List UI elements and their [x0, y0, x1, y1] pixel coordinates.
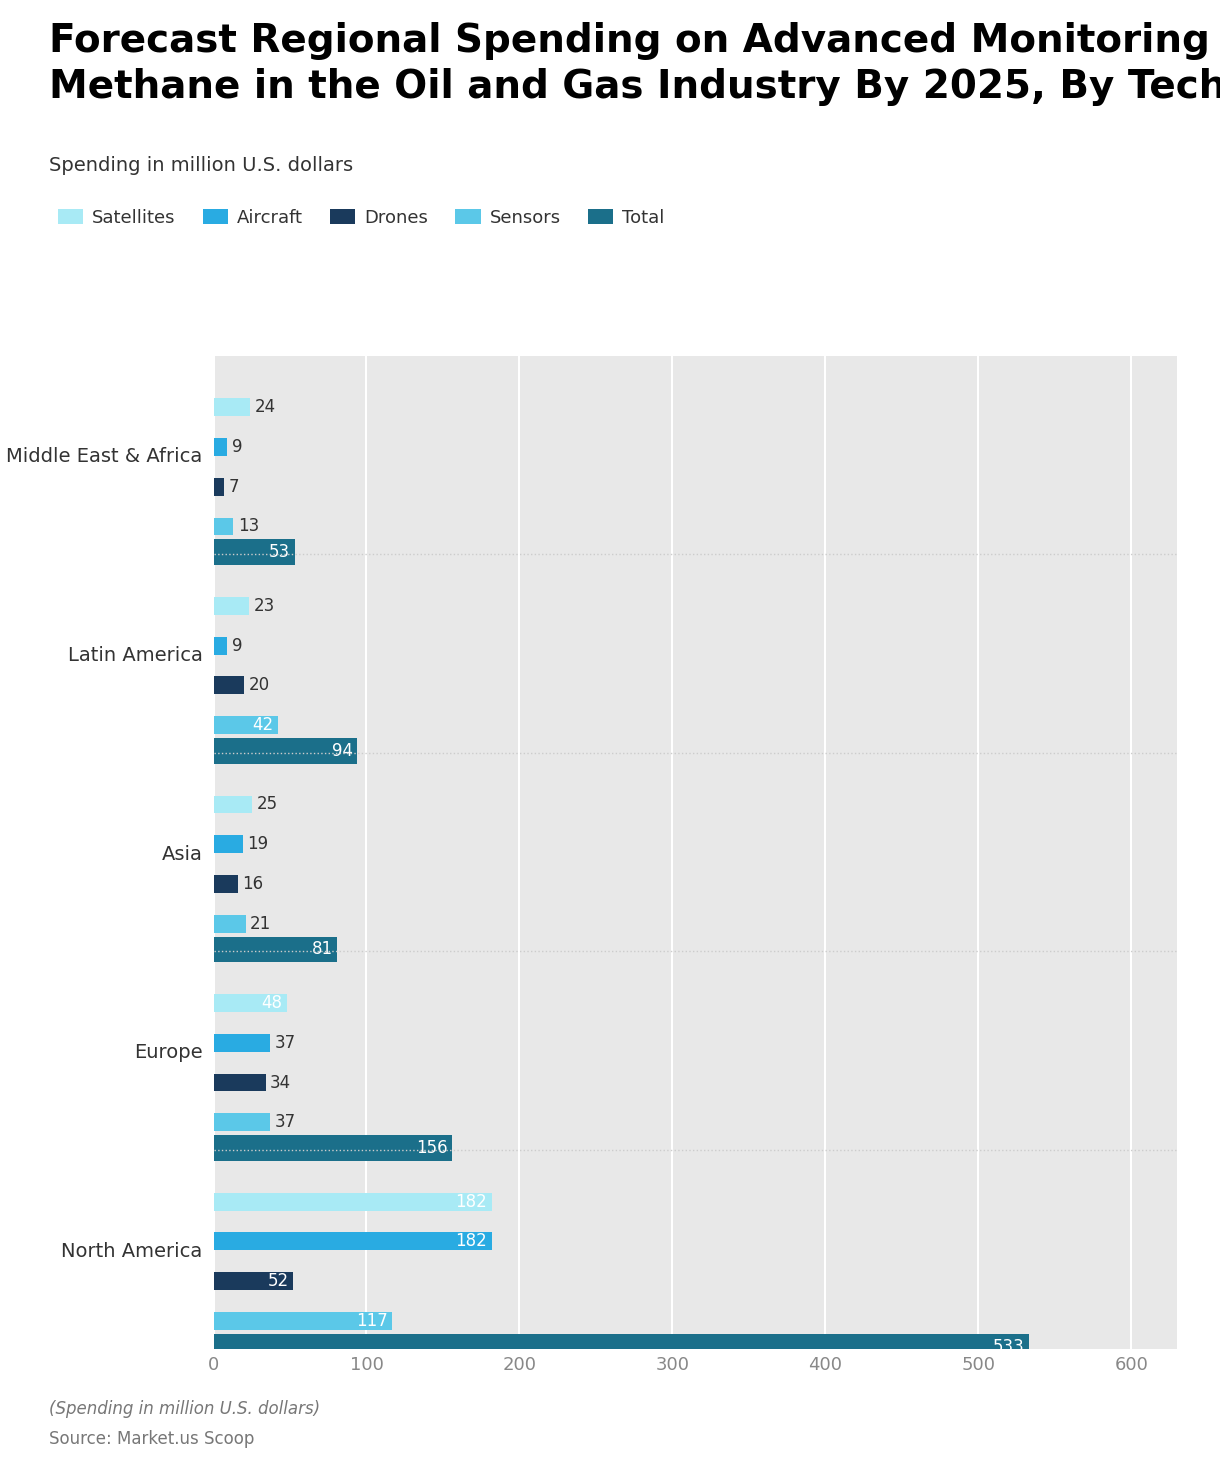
Text: Forecast Regional Spending on Advanced Monitoring of
Methane in the Oil and Gas : Forecast Regional Spending on Advanced M… — [49, 22, 1220, 105]
Bar — [214, 597, 249, 615]
Bar — [214, 477, 224, 495]
Bar — [214, 738, 357, 763]
Text: 53: 53 — [268, 544, 290, 562]
Text: 16: 16 — [243, 874, 264, 894]
Bar — [214, 399, 250, 416]
Text: 9: 9 — [232, 439, 243, 456]
Text: 24: 24 — [255, 399, 276, 416]
Bar — [214, 1272, 293, 1289]
Text: 533: 533 — [993, 1338, 1025, 1356]
Text: 37: 37 — [274, 1113, 295, 1131]
Bar — [214, 937, 338, 962]
Bar — [214, 1135, 453, 1160]
Text: 48: 48 — [261, 994, 282, 1012]
Bar — [214, 539, 294, 565]
Text: 182: 182 — [455, 1233, 487, 1251]
Text: 23: 23 — [254, 597, 274, 615]
Text: 42: 42 — [253, 716, 273, 734]
Bar — [214, 1334, 1028, 1359]
Text: Source: Market.us Scoop: Source: Market.us Scoop — [49, 1430, 254, 1448]
Text: 21: 21 — [250, 914, 272, 932]
Bar — [214, 796, 251, 814]
Text: 52: 52 — [267, 1272, 288, 1291]
Text: 25: 25 — [256, 796, 277, 814]
Text: 9: 9 — [232, 637, 243, 655]
Text: (Spending in million U.S. dollars): (Spending in million U.S. dollars) — [49, 1400, 320, 1418]
Bar — [214, 1312, 393, 1329]
Text: 182: 182 — [455, 1193, 487, 1211]
Bar — [214, 1073, 266, 1091]
Text: 81: 81 — [311, 941, 333, 959]
Text: 20: 20 — [249, 676, 270, 695]
Text: 7: 7 — [229, 477, 239, 496]
Legend: Satellites, Aircraft, Drones, Sensors, Total: Satellites, Aircraft, Drones, Sensors, T… — [57, 209, 665, 227]
Bar — [214, 914, 245, 932]
Bar — [214, 439, 227, 456]
Bar — [214, 637, 227, 655]
Bar — [214, 676, 244, 694]
Bar — [214, 1034, 270, 1052]
Bar — [214, 1113, 270, 1131]
Text: Spending in million U.S. dollars: Spending in million U.S. dollars — [49, 156, 353, 175]
Bar — [214, 994, 287, 1012]
Text: 156: 156 — [416, 1140, 448, 1157]
Text: 19: 19 — [248, 836, 268, 854]
Bar — [214, 836, 243, 854]
Text: 117: 117 — [356, 1312, 388, 1329]
Bar — [214, 1233, 492, 1251]
Text: 13: 13 — [238, 517, 259, 535]
Text: 94: 94 — [332, 742, 353, 760]
Bar — [214, 517, 233, 535]
Bar — [214, 716, 278, 734]
Text: 37: 37 — [274, 1034, 295, 1052]
Text: 34: 34 — [270, 1073, 292, 1092]
Bar — [214, 1193, 492, 1211]
Bar — [214, 874, 238, 892]
